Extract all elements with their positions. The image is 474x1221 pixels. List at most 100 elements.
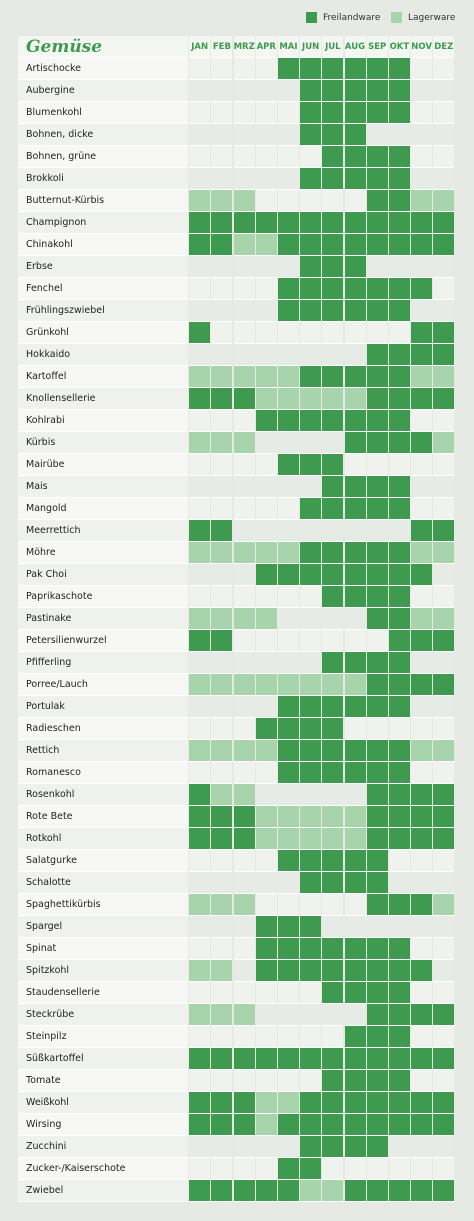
- season-cell: [255, 124, 277, 146]
- season-cell: [300, 872, 322, 894]
- season-cell: [411, 806, 433, 828]
- season-cell: [388, 256, 410, 278]
- season-cell: [322, 256, 344, 278]
- season-cell: [211, 982, 233, 1004]
- season-cell: [411, 608, 433, 630]
- season-cell: [211, 1136, 233, 1158]
- season-cell: [300, 1180, 322, 1202]
- season-cell: [433, 982, 455, 1004]
- season-cell: [411, 1026, 433, 1048]
- season-cell: [411, 1158, 433, 1180]
- season-cell: [366, 432, 388, 454]
- season-cell: [233, 278, 255, 300]
- vegetable-row: Romanesco: [18, 762, 458, 784]
- season-cell: [189, 366, 211, 388]
- season-cell: [189, 1136, 211, 1158]
- vegetable-row: Kürbis: [18, 432, 458, 454]
- vegetable-row: Wirsing: [18, 1114, 458, 1136]
- season-cell: [344, 806, 366, 828]
- season-cell: [388, 102, 410, 124]
- season-cell: [233, 58, 255, 80]
- season-cell: [255, 982, 277, 1004]
- season-cell: [366, 1136, 388, 1158]
- season-cell: [300, 190, 322, 212]
- season-cell: [277, 894, 299, 916]
- vegetable-row: Rettich: [18, 740, 458, 762]
- season-cell: [366, 586, 388, 608]
- season-cell: [211, 278, 233, 300]
- season-cell: [322, 1114, 344, 1136]
- season-cell: [300, 674, 322, 696]
- season-cell: [344, 322, 366, 344]
- season-cell: [233, 784, 255, 806]
- season-cell: [300, 564, 322, 586]
- season-cell: [322, 894, 344, 916]
- season-cell: [255, 234, 277, 256]
- season-cell: [388, 234, 410, 256]
- vegetable-name: Blumenkohl: [18, 102, 188, 124]
- season-cell: [366, 1048, 388, 1070]
- season-cell: [411, 652, 433, 674]
- legend-label: Freilandware: [323, 12, 381, 23]
- season-cell: [433, 344, 455, 366]
- vegetable-row: Frühlingszwiebel: [18, 300, 458, 322]
- season-cell: [433, 454, 455, 476]
- season-cell: [411, 1070, 433, 1092]
- season-cell: [233, 146, 255, 168]
- season-cell: [189, 1048, 211, 1070]
- season-cell: [300, 124, 322, 146]
- season-cell: [277, 256, 299, 278]
- season-cell: [344, 630, 366, 652]
- season-cell: [433, 366, 455, 388]
- season-cell: [411, 146, 433, 168]
- season-cell: [366, 520, 388, 542]
- season-cell: [411, 190, 433, 212]
- season-cell: [211, 784, 233, 806]
- season-cell: [300, 718, 322, 740]
- season-cell: [411, 938, 433, 960]
- season-cell: [433, 300, 455, 322]
- season-cell: [322, 630, 344, 652]
- season-cell: [344, 740, 366, 762]
- season-cell: [388, 476, 410, 498]
- season-cell: [344, 652, 366, 674]
- season-cell: [189, 608, 211, 630]
- season-cell: [411, 740, 433, 762]
- vegetable-row: Mais: [18, 476, 458, 498]
- vegetable-name: Zucchini: [18, 1136, 188, 1158]
- season-cell: [366, 982, 388, 1004]
- season-cell: [189, 190, 211, 212]
- season-cell: [189, 212, 211, 234]
- season-cell: [411, 256, 433, 278]
- season-cell: [433, 498, 455, 520]
- season-cell: [366, 498, 388, 520]
- season-cell: [277, 278, 299, 300]
- season-cell: [211, 1114, 233, 1136]
- vegetable-name: Pastinake: [18, 608, 188, 630]
- season-cell: [411, 1180, 433, 1202]
- month-label: APR: [255, 36, 277, 58]
- season-cell: [277, 234, 299, 256]
- vegetable-row: Paprikaschote: [18, 586, 458, 608]
- vegetable-row: Brokkoli: [18, 168, 458, 190]
- season-cell: [388, 982, 410, 1004]
- season-cell: [233, 1158, 255, 1180]
- season-cell: [211, 322, 233, 344]
- season-cell: [433, 850, 455, 872]
- season-cell: [300, 410, 322, 432]
- season-cell: [211, 432, 233, 454]
- season-cell: [233, 388, 255, 410]
- month-label: JUL: [322, 36, 344, 58]
- season-cell: [411, 762, 433, 784]
- season-cell: [433, 476, 455, 498]
- vegetable-name: Pak Choi: [18, 564, 188, 586]
- season-cell: [366, 740, 388, 762]
- season-cell: [277, 322, 299, 344]
- season-cell: [233, 322, 255, 344]
- season-cell: [366, 630, 388, 652]
- season-cell: [211, 344, 233, 366]
- season-cell: [277, 938, 299, 960]
- season-cell: [388, 1114, 410, 1136]
- vegetable-name: Paprikaschote: [18, 586, 188, 608]
- season-cell: [366, 146, 388, 168]
